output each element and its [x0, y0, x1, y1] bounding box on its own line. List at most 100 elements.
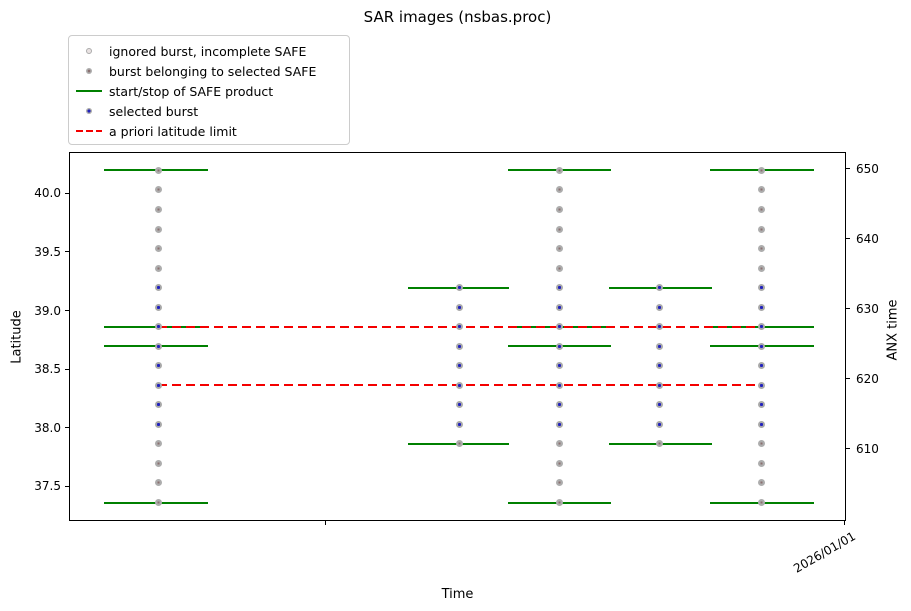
burst-dot — [758, 264, 766, 272]
burst-dot — [154, 225, 162, 233]
x-tick — [324, 521, 326, 525]
legend: ignored burst, incomplete SAFE burst bel… — [68, 35, 350, 145]
burst-dot — [758, 166, 766, 174]
burst-dot — [758, 479, 766, 487]
safe-line-marker-icon — [76, 90, 102, 92]
selected-burst-dot — [656, 401, 664, 409]
legend-marker — [69, 68, 109, 74]
y-tick-label-left: 38.5 — [34, 362, 61, 377]
selected-burst-dot — [656, 362, 664, 370]
legend-label: ignored burst, incomplete SAFE — [109, 43, 307, 59]
legend-marker — [69, 48, 109, 54]
y-tick-label-right: 630 — [856, 301, 879, 316]
burst-dot — [556, 460, 564, 467]
burst-dot — [556, 186, 564, 194]
selected-burst-dot — [656, 284, 664, 292]
selected-burst-dot — [556, 362, 564, 370]
burst-dot — [656, 440, 664, 448]
burst-dot — [154, 245, 162, 253]
y-tick-right — [846, 308, 850, 310]
burst-dot — [154, 460, 162, 467]
x-axis-label: Time — [441, 587, 474, 602]
selected-burst-dot — [758, 420, 766, 428]
legend-marker — [69, 130, 109, 132]
legend-item-selected-burst: selected burst — [69, 101, 349, 121]
selected-burst-dot — [758, 342, 766, 350]
y-tick-left — [65, 427, 69, 429]
legend-item-ignored-burst: ignored burst, incomplete SAFE — [69, 41, 349, 61]
burst-dot — [758, 440, 766, 448]
y-axis-label-left: Latitude — [9, 310, 25, 364]
burst-dot — [758, 245, 766, 253]
legend-item-latitude-limit: a priori latitude limit — [69, 121, 349, 141]
legend-label: selected burst — [109, 103, 199, 119]
selected-burst-dot — [758, 303, 766, 311]
selected-burst-dot — [758, 381, 766, 389]
y-tick-label-left: 39.0 — [34, 303, 61, 318]
legend-label: start/stop of SAFE product — [109, 83, 274, 99]
selected-burst-dot — [556, 303, 564, 311]
selected-burst-dot — [154, 381, 162, 389]
selected-burst-dot — [556, 401, 564, 409]
selected-burst-dot — [456, 401, 464, 409]
selected-burst-dot — [456, 381, 464, 389]
burst-dot — [758, 225, 766, 233]
selected-burst-dot — [656, 342, 664, 350]
burst-dot — [154, 499, 162, 507]
y-tick-left — [65, 251, 69, 253]
plot-area — [69, 152, 846, 521]
burst-dot — [556, 245, 564, 253]
selected-burst-dot — [656, 323, 664, 331]
y-tick-left — [65, 310, 69, 312]
y-tick-right — [846, 168, 850, 170]
selected-burst-dot — [758, 323, 766, 331]
burst-dot — [154, 166, 162, 174]
selected-burst-dot — [154, 342, 162, 350]
y-tick-label-left: 40.0 — [34, 186, 61, 201]
selected-burst-dot — [656, 381, 664, 389]
safe-burst-marker-icon — [86, 68, 92, 74]
x-tick — [844, 521, 846, 525]
burst-dot — [154, 479, 162, 487]
legend-item-safe-startstop: start/stop of SAFE product — [69, 81, 349, 101]
selected-burst-dot — [556, 323, 564, 331]
burst-dot — [556, 264, 564, 272]
selected-burst-dot — [556, 284, 564, 292]
legend-label: burst belonging to selected SAFE — [109, 63, 317, 79]
selected-burst-dot — [154, 420, 162, 428]
y-tick-right — [846, 238, 850, 240]
selected-burst-dot — [154, 303, 162, 311]
selected-burst-dot — [456, 362, 464, 370]
burst-dot — [556, 205, 564, 213]
y-tick-right — [846, 378, 850, 380]
selected-burst-dot — [758, 401, 766, 409]
selected-burst-dot — [656, 303, 664, 311]
burst-dot — [556, 166, 564, 174]
y-tick-left — [65, 368, 69, 370]
y-tick-left — [65, 192, 69, 194]
selected-burst-dot — [154, 401, 162, 409]
burst-dot — [154, 440, 162, 448]
burst-dot — [556, 499, 564, 507]
y-tick-label-left: 37.5 — [34, 479, 61, 494]
selected-burst-dot — [154, 323, 162, 331]
ignored-burst-marker-icon — [86, 48, 92, 54]
burst-dot — [154, 264, 162, 272]
burst-dot — [556, 225, 564, 233]
burst-dot — [758, 499, 766, 507]
selected-burst-dot — [154, 284, 162, 292]
burst-dot — [154, 186, 162, 194]
legend-marker — [69, 90, 109, 92]
y-tick-label-right: 620 — [856, 371, 879, 386]
selected-burst-dot — [154, 362, 162, 370]
burst-dot — [758, 186, 766, 194]
chart-title: SAR images (nsbas.proc) — [363, 8, 552, 26]
y-tick-label-right: 640 — [856, 231, 879, 246]
latitude-limit-marker-icon — [76, 130, 102, 132]
burst-dot — [758, 460, 766, 467]
selected-burst-dot — [656, 420, 664, 428]
legend-label: a priori latitude limit — [109, 123, 237, 139]
selected-burst-dot — [456, 284, 464, 292]
selected-burst-marker-icon — [86, 108, 92, 114]
